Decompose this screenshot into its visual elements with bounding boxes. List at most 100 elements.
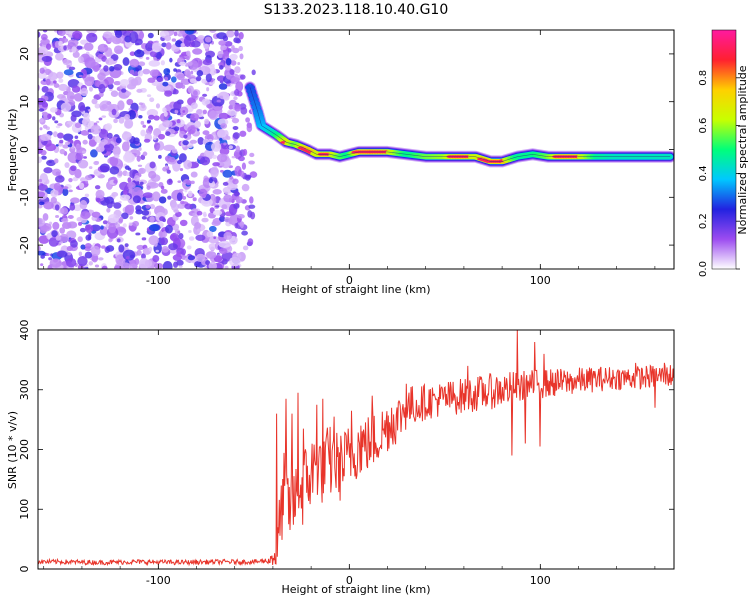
noise-speckle	[231, 47, 240, 54]
noise-speckle	[84, 193, 90, 198]
noise-speckle	[165, 42, 172, 50]
snr-y-tick-label: 200	[18, 439, 31, 460]
noise-speckle	[45, 78, 51, 86]
noise-speckle	[111, 108, 117, 116]
noise-speckle	[162, 261, 173, 269]
noise-speckle	[160, 188, 168, 194]
noise-speckle	[86, 30, 98, 34]
noise-speckle	[56, 250, 68, 258]
noise-speckle	[181, 84, 186, 89]
noise-speckle	[40, 263, 44, 267]
noise-speckle	[172, 89, 179, 95]
noise-speckle	[222, 181, 229, 186]
noise-speckle	[96, 120, 100, 124]
noise-speckle	[218, 40, 227, 46]
noise-speckle	[38, 250, 46, 256]
snr-y-tick-label: 300	[18, 379, 31, 400]
noise-speckle	[197, 137, 205, 145]
noise-speckle	[58, 30, 66, 37]
noise-speckle	[81, 150, 87, 154]
noise-speckle	[53, 182, 62, 191]
noise-speckle	[145, 204, 151, 209]
noise-speckle	[113, 118, 118, 124]
noise-speckle	[41, 86, 49, 93]
noise-speckle	[225, 58, 232, 66]
noise-speckle	[100, 225, 104, 230]
noise-speckle	[187, 61, 193, 66]
noise-speckle	[127, 177, 132, 183]
noise-speckle	[75, 152, 84, 161]
noise-speckle	[95, 197, 101, 203]
noise-speckle	[43, 167, 53, 174]
colorbar-ticks: 0.0 0.2 0.4 0.6 0.8	[698, 70, 740, 277]
noise-speckle	[219, 137, 223, 142]
noise-speckle	[38, 201, 45, 206]
noise-speckle	[185, 50, 191, 56]
noise-speckle	[38, 31, 41, 39]
noise-speckle	[193, 225, 201, 236]
noise-speckle	[189, 139, 198, 144]
noise-speckle	[69, 203, 76, 211]
noise-speckle	[63, 90, 69, 96]
noise-speckle	[163, 111, 168, 117]
noise-speckle	[126, 98, 134, 106]
noise-speckle	[68, 153, 77, 162]
noise-speckle	[240, 170, 245, 178]
noise-speckle	[198, 188, 208, 198]
noise-speckle	[222, 53, 230, 60]
noise-speckle	[38, 46, 48, 55]
noise-speckle	[127, 30, 134, 33]
noise-speckle	[221, 143, 229, 150]
noise-speckle	[199, 156, 211, 166]
noise-speckle	[182, 196, 187, 200]
noise-speckle	[71, 30, 83, 40]
noise-speckle	[190, 180, 195, 185]
noise-speckle	[190, 102, 198, 110]
noise-speckle	[166, 169, 171, 174]
noise-speckle	[120, 262, 131, 269]
noise-speckle	[64, 162, 70, 168]
noise-speckle	[38, 71, 47, 80]
noise-speckle	[113, 154, 120, 159]
noise-speckle	[38, 156, 43, 164]
noise-speckle	[171, 203, 179, 211]
noise-speckle	[201, 98, 211, 106]
noise-speckle	[195, 253, 206, 262]
noise-speckle	[224, 216, 230, 223]
noise-speckle	[135, 232, 141, 236]
noise-speckle	[208, 261, 217, 269]
noise-speckle	[176, 73, 185, 81]
snr-y-tick-label: 100	[18, 499, 31, 520]
noise-speckle	[220, 123, 228, 129]
noise-speckle	[73, 92, 84, 102]
noise-speckle	[229, 53, 238, 61]
noise-speckle	[187, 126, 196, 135]
noise-speckle	[33, 95, 37, 100]
noise-speckle	[114, 265, 122, 269]
noise-speckle	[132, 195, 142, 204]
noise-speckle	[55, 144, 59, 147]
noise-speckle	[62, 188, 69, 197]
noise-speckle	[49, 258, 62, 268]
noise-speckle	[239, 221, 244, 229]
colorbar-scale	[711, 29, 737, 270]
noise-speckle	[99, 100, 112, 112]
noise-speckle	[219, 65, 224, 70]
noise-speckle	[141, 209, 150, 216]
noise-speckle	[211, 220, 221, 227]
noise-speckle	[54, 30, 58, 33]
noise-speckle	[162, 81, 169, 87]
noise-speckle	[136, 88, 143, 93]
spectrogram-y-tick-label: 0	[18, 146, 31, 153]
noise-speckle	[136, 249, 142, 256]
noise-speckle	[49, 107, 58, 113]
noise-speckle	[90, 245, 101, 257]
noise-speckle	[109, 166, 120, 175]
noise-speckle	[160, 237, 169, 246]
noise-speckle	[47, 113, 52, 120]
noise-speckle	[205, 73, 212, 83]
noise-speckle	[201, 217, 209, 223]
noise-speckle	[145, 42, 153, 52]
noise-speckle	[58, 78, 64, 83]
